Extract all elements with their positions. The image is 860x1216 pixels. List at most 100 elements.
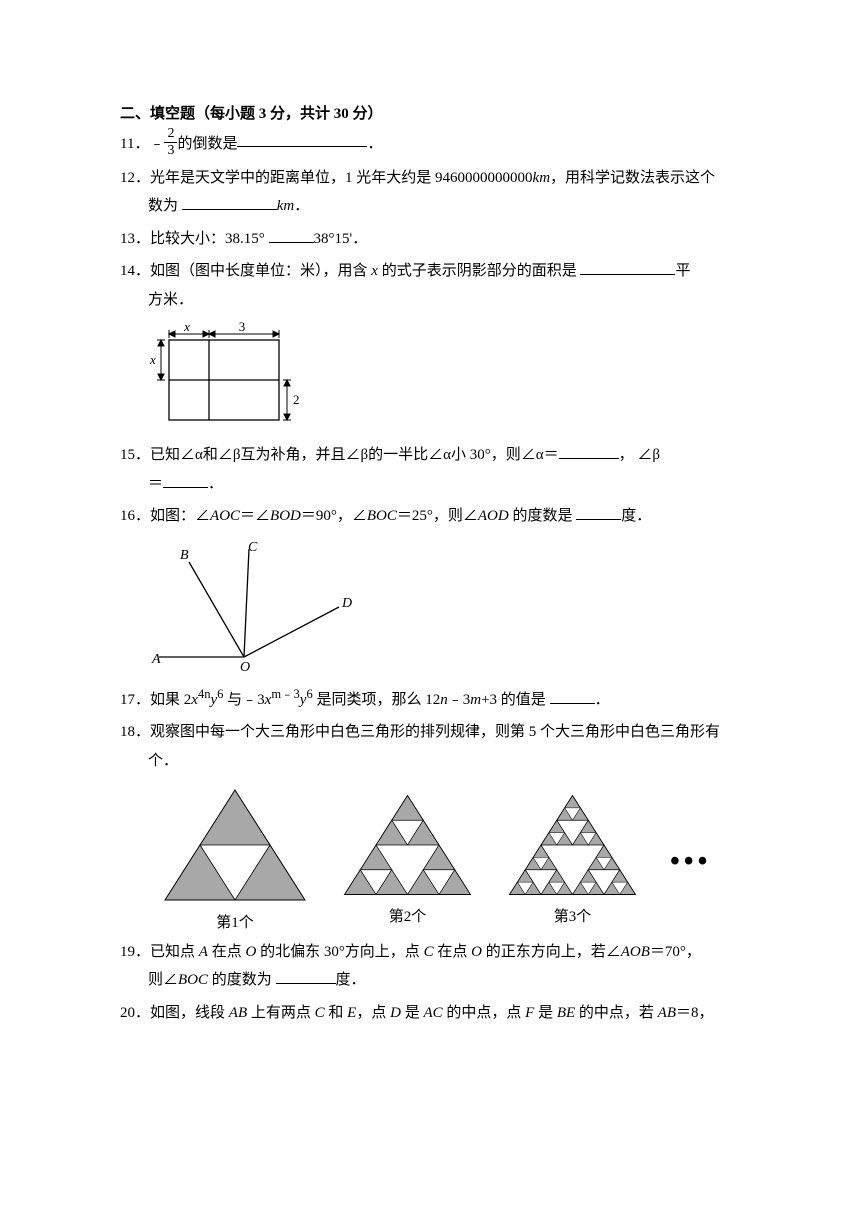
text: 如果 2 xyxy=(150,692,191,708)
text: ． xyxy=(208,476,223,492)
q-number: 20． xyxy=(120,1005,150,1021)
angle-aoc: AOC xyxy=(210,508,240,524)
svg-text:3: 3 xyxy=(239,320,246,334)
angle-bod: BOD xyxy=(270,508,301,524)
continuation: 则∠BOC 的度数为 度． xyxy=(120,966,740,995)
text: 平 xyxy=(675,263,690,279)
text: 上有两点 xyxy=(247,1005,315,1021)
var-x: x xyxy=(191,692,198,708)
continuation: ＝． xyxy=(120,470,740,499)
seg-ab: AB xyxy=(229,1005,247,1021)
unit-km: km xyxy=(277,198,295,214)
text: ＝90°，∠ xyxy=(301,508,367,524)
svg-text:D: D xyxy=(341,596,352,611)
q-number: 13． xyxy=(120,231,150,247)
q-number: 18． xyxy=(120,724,150,740)
text: 观察图中每一个大三角形中白色三角形的排列规律，则第 5 个大三角形中白色三角形有 xyxy=(150,724,720,740)
seg-ac: AC xyxy=(423,1005,442,1021)
triangle-2: 第2个 xyxy=(340,791,475,932)
question-12: 12．光年是天文学中的距离单位，1 光年大约是 9460000000000km，… xyxy=(120,164,740,221)
question-18: 18．观察图中每一个大三角形中白色三角形的排列规律，则第 5 个大三角形中白色三… xyxy=(120,718,740,775)
svg-text:C: C xyxy=(248,540,258,555)
continuation: 方米． xyxy=(120,286,740,315)
text: 在点 xyxy=(208,944,246,960)
point-a: A xyxy=(199,944,208,960)
q-number: 19． xyxy=(120,944,150,960)
caption: 第2个 xyxy=(340,903,475,932)
svg-text:x: x xyxy=(183,320,190,334)
text: 的度数为 xyxy=(208,972,276,988)
text: 比较大小：38.15° xyxy=(150,231,269,247)
question-20: 20．如图，线段 AB 上有两点 C 和 E，点 D 是 AC 的中点，点 F … xyxy=(120,999,740,1028)
text: 如图：∠ xyxy=(150,508,210,524)
text: 如图，线段 xyxy=(150,1005,229,1021)
svg-text:x: x xyxy=(149,352,156,367)
angle-aod: AOD xyxy=(478,508,509,524)
text: 是 xyxy=(401,1005,424,1021)
svg-text:2: 2 xyxy=(293,392,299,407)
question-16: 16．如图：∠AOC＝∠BOD＝90°，∠BOC＝25°，则∠AOD 的度数是 … xyxy=(120,502,740,531)
text: 的北偏东 30°方向上，点 xyxy=(256,944,423,960)
blank xyxy=(276,969,336,984)
text: 光年是天文学中的距离单位，1 光年大约是 9460000000000 xyxy=(150,170,533,186)
caption: 第1个 xyxy=(160,909,310,938)
point-o: O xyxy=(245,944,256,960)
question-13: 13．比较大小：38.15° 38°15'． xyxy=(120,225,740,254)
svg-text:A: A xyxy=(151,652,161,667)
unit-km: km xyxy=(533,170,551,186)
text: +3 的值是 xyxy=(481,692,549,708)
q-number: 12． xyxy=(120,170,150,186)
text: 的式子表示阴影部分的面积是 xyxy=(378,263,581,279)
q-number: 14． xyxy=(120,263,150,279)
var-n: n xyxy=(440,692,448,708)
figure-q16: A B C D O xyxy=(144,537,740,677)
svg-text:B: B xyxy=(180,548,189,563)
text: ． xyxy=(294,198,309,214)
text: ， ∠β xyxy=(619,447,660,463)
question-15: 15．已知∠α和∠β互为补角，并且∠β的一半比∠α小 30°，则∠α＝， ∠β … xyxy=(120,441,740,498)
q-number: 17． xyxy=(120,692,150,708)
point-c: C xyxy=(424,944,434,960)
question-14: 14．如图（图中长度单位：米），用含 x 的式子表示阴影部分的面积是 平 方米． xyxy=(120,257,740,314)
text: ＝8， xyxy=(676,1005,714,1021)
point-c: C xyxy=(315,1005,325,1021)
q-number: 16． xyxy=(120,508,150,524)
continuation: 数为 km． xyxy=(120,192,740,221)
blank xyxy=(163,473,208,488)
text: 和 xyxy=(325,1005,348,1021)
text: ． xyxy=(595,692,610,708)
question-17: 17．如果 2x4ny6 与﹣3xm﹣3y6 是同类项，那么 12n﹣3m+3 … xyxy=(120,683,740,715)
sup: m﹣3 xyxy=(271,687,299,701)
question-11: 11．﹣23的倒数是． xyxy=(120,129,740,160)
figure-q14: x 3 x 2 xyxy=(144,320,740,435)
triangle-3: 第3个 xyxy=(505,791,640,932)
text: 的倒数是 xyxy=(177,135,237,151)
point-o: O xyxy=(471,944,482,960)
text: ＝ xyxy=(148,476,163,492)
text: ． xyxy=(367,135,382,151)
angle-boc: BOC xyxy=(178,972,208,988)
text: 的正东方向上，若∠ xyxy=(482,944,621,960)
svg-text:O: O xyxy=(240,660,250,675)
question-19: 19．已知点 A 在点 O 的北偏东 30°方向上，点 C 在点 O 的正东方向… xyxy=(120,938,740,995)
point-f: F xyxy=(525,1005,534,1021)
text: ﹣ xyxy=(149,135,164,151)
text: ﹣3 xyxy=(448,692,471,708)
text: 已知∠α和∠β互为补角，并且∠β的一半比∠α小 30°，则∠α＝ xyxy=(150,447,559,463)
fraction: 23 xyxy=(164,127,177,158)
blank xyxy=(182,195,277,210)
blank xyxy=(576,505,621,520)
angle-boc: BOC xyxy=(367,508,397,524)
blank xyxy=(580,260,675,275)
text: 数为 xyxy=(148,198,182,214)
blank xyxy=(237,132,367,147)
blank xyxy=(550,689,595,704)
text: ＝∠ xyxy=(240,508,270,524)
text: 则∠ xyxy=(148,972,178,988)
text: 的中点，点 xyxy=(443,1005,526,1021)
text: 度． xyxy=(621,508,651,524)
text: 如图（图中长度单位：米），用含 xyxy=(150,263,371,279)
q-number: 15． xyxy=(120,447,150,463)
text: 在点 xyxy=(434,944,472,960)
text: ＝70°， xyxy=(650,944,701,960)
